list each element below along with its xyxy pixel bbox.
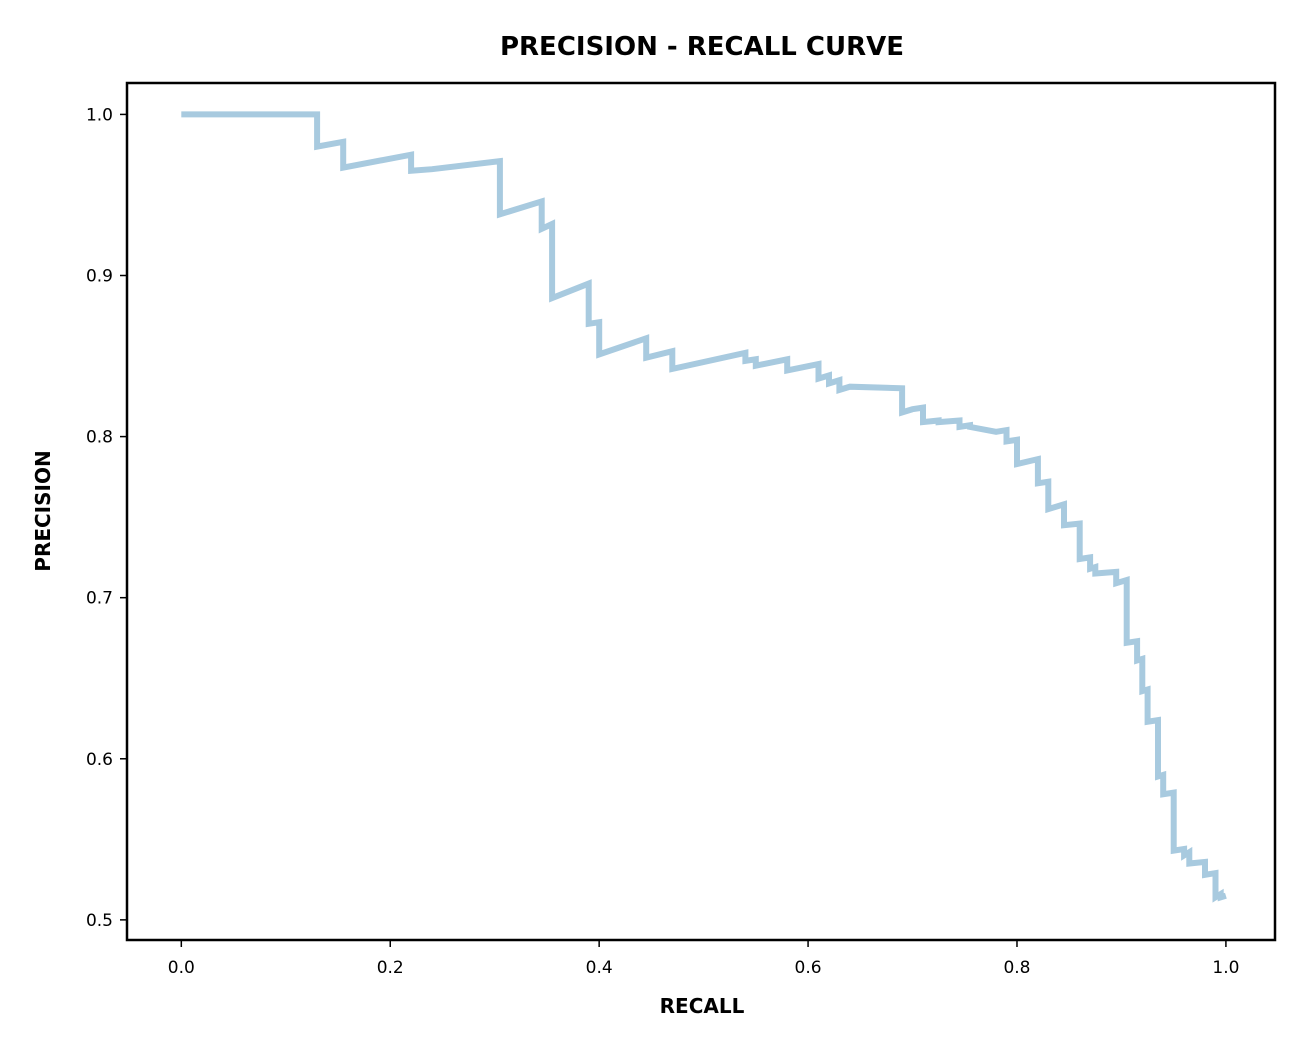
- plot-frame: [125, 81, 1277, 942]
- x-tick-label: 0.4: [586, 958, 613, 978]
- x-axis-label: RECALL: [660, 994, 745, 1018]
- precision-recall-series-line: [181, 111, 1227, 903]
- y-tick-label: 0.8: [86, 428, 113, 448]
- y-axis-ticks: 0.5 0.6 0.7 0.8 0.9 1.0: [86, 105, 127, 931]
- x-axis-ticks: 0.0 0.2 0.4 0.6 0.8 1.0: [168, 940, 1239, 978]
- y-tick-label: 0.5: [86, 911, 113, 931]
- x-tick-label: 0.2: [377, 958, 404, 978]
- y-tick-label: 0.6: [86, 750, 113, 770]
- x-tick-label: 0.6: [795, 958, 822, 978]
- x-tick-label: 0.0: [168, 958, 195, 978]
- plot-area: [125, 81, 1277, 942]
- y-tick-label: 1.0: [86, 105, 113, 125]
- chart-title: PRECISION - RECALL CURVE: [500, 32, 904, 62]
- x-tick-label: 1.0: [1212, 958, 1239, 978]
- x-tick-label: 0.8: [1003, 958, 1030, 978]
- y-tick-label: 0.7: [86, 589, 113, 609]
- y-axis-label: PRECISION: [31, 450, 55, 571]
- y-tick-label: 0.9: [86, 267, 113, 287]
